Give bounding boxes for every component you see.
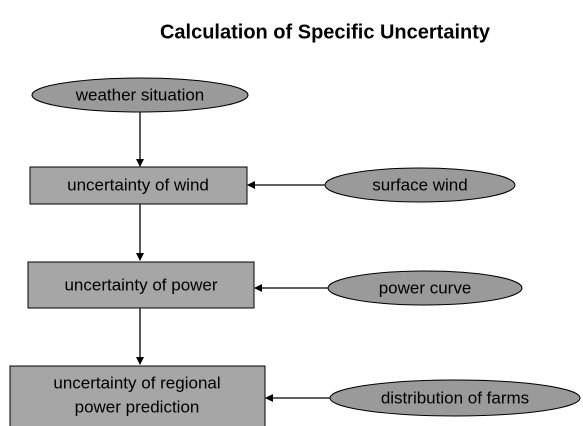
title: Calculation of Specific Uncertainty [160,21,491,43]
node-box [27,261,255,309]
node-label: power curve [379,278,472,297]
node-label: uncertainty of wind [67,175,209,194]
node-label: weather situation [75,85,205,104]
node-box [9,365,266,426]
node-label: power prediction [75,397,200,416]
node-label: surface wind [372,175,467,194]
node-box [29,166,248,205]
node-label: distribution of farms [381,388,529,407]
node-label: uncertainty of power [64,275,217,294]
node-label: uncertainty of regional [53,373,220,392]
